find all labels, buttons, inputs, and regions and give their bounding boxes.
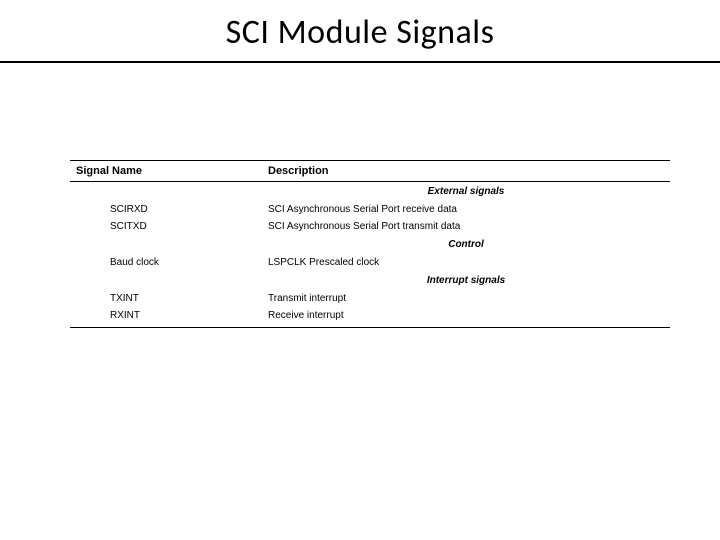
table-row: TXINT Transmit interrupt xyxy=(70,290,670,307)
section-spacer xyxy=(70,271,262,290)
cell-signal: Baud clock xyxy=(70,254,262,271)
cell-signal: SCITXD xyxy=(70,218,262,235)
table-header-row: Signal Name Description xyxy=(70,161,670,182)
table-row: SCITXD SCI Asynchronous Serial Port tran… xyxy=(70,218,670,235)
cell-signal: TXINT xyxy=(70,290,262,307)
section-heading-interrupt: Interrupt signals xyxy=(70,271,670,290)
table-body: External signals SCIRXD SCI Asynchronous… xyxy=(70,182,670,328)
section-spacer xyxy=(70,235,262,254)
title-container: SCI Module Signals xyxy=(0,12,720,63)
cell-description: Transmit interrupt xyxy=(262,290,670,307)
section-heading-external: External signals xyxy=(70,182,670,202)
cell-signal: RXINT xyxy=(70,307,262,328)
cell-description: LSPCLK Prescaled clock xyxy=(262,254,670,271)
table-row: Baud clock LSPCLK Prescaled clock xyxy=(70,254,670,271)
section-heading-control: Control xyxy=(70,235,670,254)
section-label: External signals xyxy=(262,182,670,202)
cell-signal: SCIRXD xyxy=(70,201,262,218)
slide: SCI Module Signals Signal Name Descripti… xyxy=(0,0,720,540)
column-header-description: Description xyxy=(262,161,670,182)
section-label: Interrupt signals xyxy=(262,271,670,290)
cell-description: SCI Asynchronous Serial Port receive dat… xyxy=(262,201,670,218)
column-header-signal: Signal Name xyxy=(70,161,262,182)
table-row: RXINT Receive interrupt xyxy=(70,307,670,328)
cell-description: SCI Asynchronous Serial Port transmit da… xyxy=(262,218,670,235)
signals-table: Signal Name Description External signals… xyxy=(70,160,670,328)
cell-description: Receive interrupt xyxy=(262,307,670,328)
section-label: Control xyxy=(262,235,670,254)
page-title: SCI Module Signals xyxy=(60,12,660,53)
section-spacer xyxy=(70,182,262,202)
signals-table-container: Signal Name Description External signals… xyxy=(70,160,670,328)
table-row: SCIRXD SCI Asynchronous Serial Port rece… xyxy=(70,201,670,218)
